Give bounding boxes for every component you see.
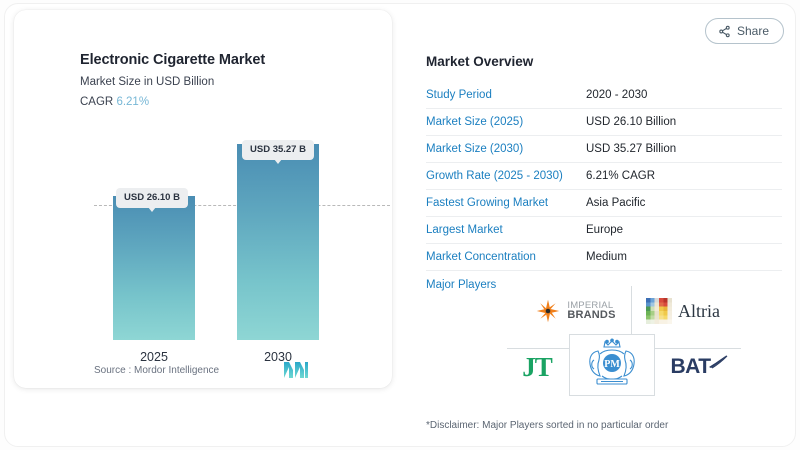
row-value: Europe — [586, 224, 624, 236]
share-nodes-icon — [718, 25, 731, 38]
pmi-crest-icon: PM — [589, 338, 635, 385]
source-label: Source : Mordor Intelligence — [94, 365, 220, 376]
table-row: Largest Market Europe — [426, 217, 782, 244]
table-row: Fastest Growing Market Asia Pacific — [426, 190, 782, 217]
row-label: Study Period — [426, 89, 492, 101]
row-label: Market Concentration — [426, 251, 536, 263]
chart-title: Electronic Cigarette Market — [80, 52, 266, 68]
logo-divider-horizontal-right — [655, 348, 741, 349]
altria-mosaic-icon — [646, 298, 672, 324]
bar-2030[interactable] — [237, 144, 319, 340]
table-row: Growth Rate (2025 - 2030) 6.21% CAGR — [426, 163, 782, 190]
row-value: 2020 - 2030 — [586, 89, 648, 101]
altria-wordmark: Altria — [678, 300, 720, 321]
x-tick-2025: 2025 — [140, 350, 168, 364]
row-label: Growth Rate (2025 - 2030) — [426, 170, 563, 182]
bar-label-2025: USD 26.10 B — [116, 188, 188, 212]
imperial-brands-line1: IMPERIAL — [567, 299, 614, 311]
row-value: USD 26.10 Billion — [586, 116, 677, 128]
row-value: 6.21% CAGR — [586, 170, 656, 182]
row-label: Market Size (2030) — [426, 143, 524, 155]
bar-label-2030: USD 35.27 B — [242, 140, 314, 164]
table-row: Market Size (2025) USD 26.10 Billion — [426, 109, 782, 136]
row-value: USD 35.27 Billion — [586, 143, 677, 155]
svg-text:PM: PM — [604, 359, 620, 370]
jt-wordmark: JT — [522, 351, 552, 382]
row-label: Market Size (2025) — [426, 116, 524, 128]
major-players-label: Major Players — [426, 278, 497, 291]
share-button-label: Share — [736, 24, 769, 38]
major-players-logo-grid: IMPERIAL BRANDS — [412, 286, 792, 406]
row-value: Asia Pacific — [586, 197, 646, 209]
bat-wordmark: BAT — [670, 355, 711, 378]
major-players-row: Major Players — [426, 271, 782, 298]
chart-subtitle: Market Size in USD Billion — [80, 76, 215, 88]
row-label: Largest Market — [426, 224, 503, 236]
logo-divider-horizontal-left — [507, 348, 569, 349]
row-value: Medium — [586, 251, 627, 263]
panel-title: Market Overview — [426, 54, 534, 69]
mordor-intelligence-logo — [284, 362, 308, 378]
bat-logo: BAT — [659, 343, 739, 391]
table-row: Market Size (2030) USD 35.27 Billion — [426, 136, 782, 163]
bar-chart-plot: USD 26.10 B USD 35.27 B 2025 2030 — [28, 20, 406, 398]
japan-tobacco-logo: JT — [507, 343, 567, 391]
logo-divider-vertical — [631, 286, 632, 334]
cagr-label: CAGR — [80, 96, 114, 108]
bat-swoosh-icon — [708, 355, 727, 369]
chart-cagr: CAGR 6.21% — [80, 96, 149, 108]
philip-morris-international-logo: PM — [569, 334, 655, 392]
disclaimer-text: *Disclaimer: Major Players sorted in no … — [426, 420, 669, 431]
imperial-brands-line2: BRANDS — [567, 309, 616, 322]
imperial-brands-starburst-icon — [537, 299, 560, 323]
chart-card: Electronic Cigarette Market Market Size … — [14, 10, 392, 388]
market-overview-panel: Share Market Overview Study Period 2020 … — [412, 8, 792, 442]
share-button[interactable]: Share — [704, 18, 784, 44]
altria-logo: Altria — [633, 286, 733, 336]
table-row: Study Period 2020 - 2030 — [426, 82, 782, 109]
overview-table: Study Period 2020 - 2030 Market Size (20… — [426, 82, 782, 298]
cagr-value: 6.21% — [116, 96, 150, 108]
imperial-brands-logo: IMPERIAL BRANDS — [519, 286, 631, 336]
x-tick-2030: 2030 — [264, 350, 292, 364]
row-label: Fastest Growing Market — [426, 197, 549, 209]
bar-2025[interactable] — [113, 196, 195, 340]
table-row: Market Concentration Medium — [426, 244, 782, 271]
